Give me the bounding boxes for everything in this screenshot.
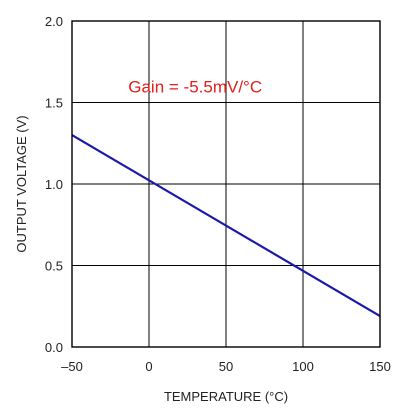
x-tick-label: –50 [61, 359, 83, 374]
y-axis-label: OUTPUT VOLTAGE (V) [14, 115, 29, 252]
x-tick-label: 50 [219, 359, 233, 374]
gain-annotation: Gain = -5.5mV/°C [128, 78, 262, 97]
y-tick-label: 0.5 [45, 259, 63, 274]
series-line [71, 134, 381, 317]
plot-frame [71, 20, 381, 348]
y-tick-labels: 0.0 0.5 1.0 1.5 2.0 [45, 14, 63, 355]
x-tick-label: 0 [145, 359, 152, 374]
y-tick-label: 1.5 [45, 96, 63, 111]
x-tick-label: 150 [369, 359, 391, 374]
x-tick-label: 100 [292, 359, 314, 374]
y-tick-label: 2.0 [45, 14, 63, 29]
y-tick-label: 1.0 [45, 177, 63, 192]
y-tick-label: 0.0 [45, 340, 63, 355]
x-tick-labels: –50 0 50 100 150 [61, 359, 391, 374]
x-axis-label: TEMPERATURE (°C) [164, 389, 288, 404]
series-layer [71, 134, 381, 317]
